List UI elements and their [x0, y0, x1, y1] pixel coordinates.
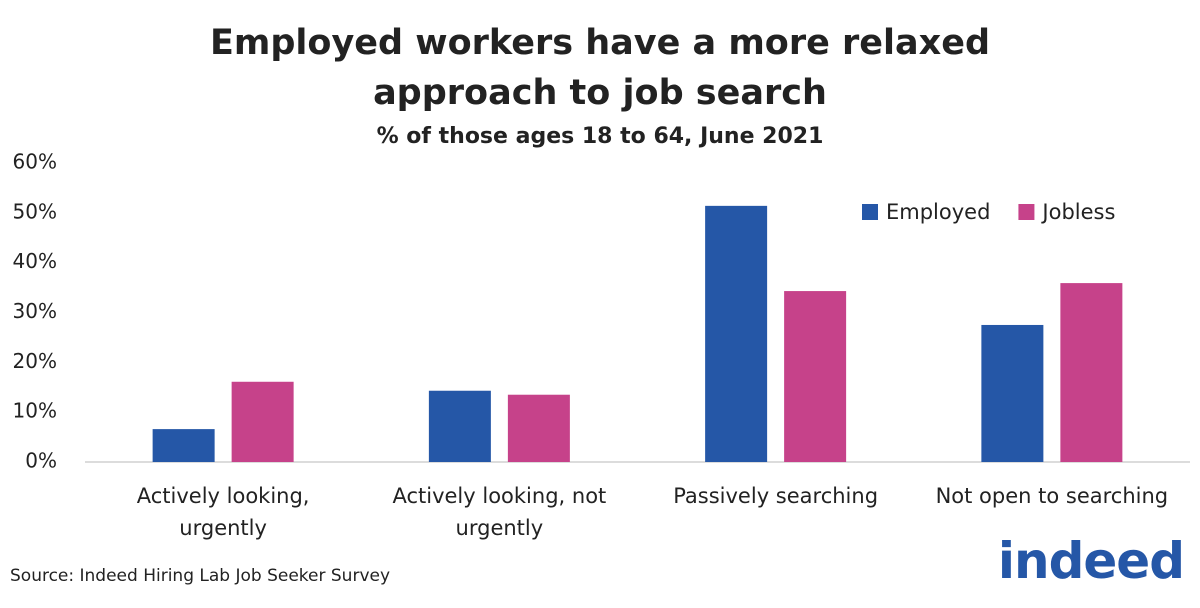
legend-label: Employed — [886, 200, 990, 224]
y-tick-label: 60% — [13, 150, 57, 174]
x-tick-label: Actively looking, urgently — [136, 484, 310, 540]
bar — [428, 390, 491, 462]
x-tick-label: Actively looking, not urgently — [392, 484, 607, 540]
x-tick-label: Not open to searching — [935, 484, 1169, 508]
bar — [1060, 283, 1123, 462]
legend-label: Jobless — [1040, 200, 1115, 224]
logo: indeed — [997, 532, 1185, 590]
bar — [152, 429, 215, 462]
chart-title: Employed workers have a more relaxed app… — [209, 23, 990, 113]
y-tick-label: 40% — [13, 249, 57, 273]
bar — [705, 205, 768, 462]
y-tick-label: 30% — [13, 299, 57, 323]
chart-subtitle: % of those ages 18 to 64, June 2021 — [376, 124, 824, 149]
bar — [981, 324, 1044, 462]
x-tick-label: Passively searching — [673, 484, 879, 508]
legend-swatch — [1018, 204, 1035, 220]
y-tick-label: 50% — [13, 199, 57, 223]
y-tick-label: 10% — [13, 399, 57, 423]
bar — [507, 394, 570, 462]
legend-swatch — [862, 204, 878, 220]
y-tick-label: 20% — [13, 349, 57, 373]
bar — [231, 381, 294, 462]
source-note: Source: Indeed Hiring Lab Job Seeker Sur… — [10, 566, 391, 586]
bar — [784, 291, 847, 462]
y-tick-label: 0% — [25, 449, 57, 473]
